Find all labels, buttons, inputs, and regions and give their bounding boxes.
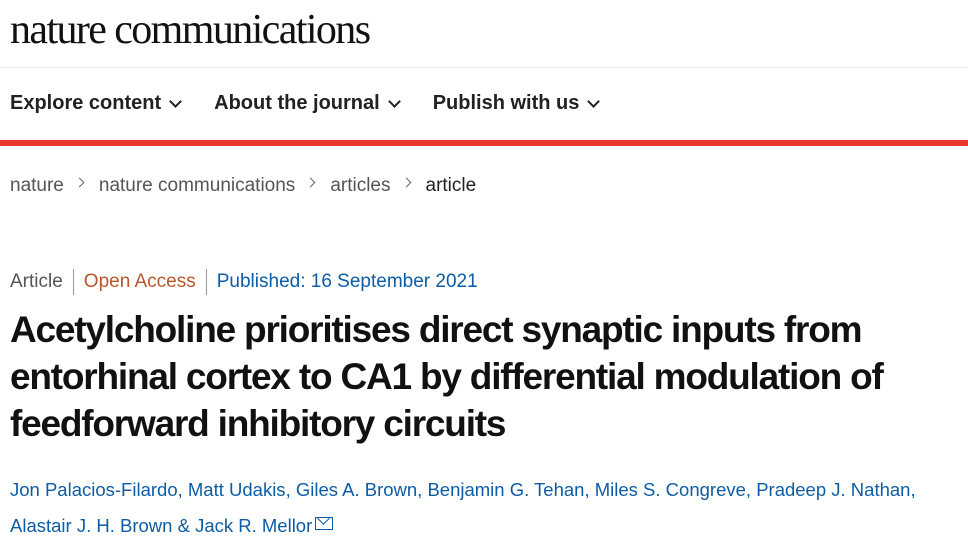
author-list: Jon Palacios-Filardo, Matt Udakis, Giles… (10, 472, 950, 544)
separator: & (172, 515, 196, 536)
nav-about-journal[interactable]: About the journal (214, 92, 401, 115)
published-date[interactable]: Published: 16 September 2021 (216, 271, 478, 292)
divider (0, 67, 968, 68)
author-link[interactable]: Matt Udakis (187, 479, 286, 500)
article-meta: Article Open Access Published: 16 Septem… (10, 269, 478, 295)
author-link[interactable]: Pradeep J. Nathan (756, 479, 911, 500)
author-link[interactable]: Jon Palacios-Filardo (10, 479, 178, 500)
author-link[interactable]: Benjamin G. Tehan (427, 479, 585, 500)
nav-label: Explore content (10, 92, 162, 114)
journal-logo[interactable]: nature communications (10, 7, 371, 53)
breadcrumb-articles[interactable]: articles (330, 175, 391, 196)
nav-publish-with-us[interactable]: Publish with us (432, 92, 601, 115)
divider (72, 269, 74, 295)
chevron-down-icon (387, 94, 401, 108)
article-title: Acetylcholine prioritises direct synapti… (10, 309, 884, 444)
chevron-right-icon (305, 177, 316, 187)
separator: , (584, 479, 595, 500)
breadcrumb-nature[interactable]: nature (10, 175, 64, 196)
nav-explore-content[interactable]: Explore content (10, 92, 183, 115)
chevron-right-icon (401, 177, 411, 187)
chevron-right-icon (74, 177, 85, 187)
envelope-icon[interactable] (315, 517, 334, 530)
breadcrumb-current: article (425, 175, 477, 196)
author-link[interactable]: Giles A. Brown (295, 479, 418, 500)
separator: , (417, 479, 428, 500)
author-link[interactable]: Jack R. Mellor (195, 515, 313, 536)
separator: , (177, 479, 188, 500)
separator: , (745, 479, 757, 500)
nav-label: About the journal (214, 92, 380, 114)
chevron-down-icon (587, 94, 601, 108)
main-nav: Explore content About the journal Publis… (10, 92, 632, 115)
chevron-down-icon (169, 94, 183, 108)
author-link[interactable]: Miles S. Congreve (594, 479, 746, 500)
separator: , (910, 479, 916, 500)
separator: , (285, 479, 296, 500)
breadcrumb-nature-communications[interactable]: nature communications (98, 175, 296, 196)
open-access-badge: Open Access (83, 271, 196, 292)
divider (205, 269, 207, 295)
accent-bar (0, 140, 968, 146)
author-link[interactable]: Alastair J. H. Brown (10, 515, 173, 536)
nav-label: Publish with us (432, 92, 580, 114)
breadcrumb: nature nature communications articles ar… (10, 175, 476, 197)
article-type: Article (10, 271, 63, 292)
